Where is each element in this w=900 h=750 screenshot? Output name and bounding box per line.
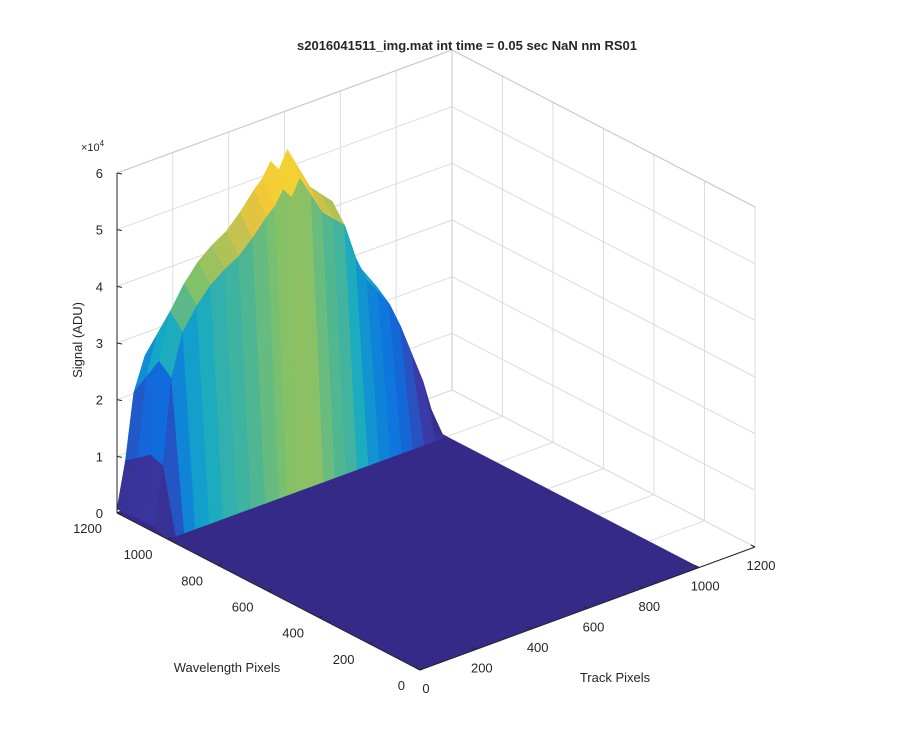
y-tick: [369, 641, 374, 645]
z-tick-label: 3: [96, 336, 103, 351]
z-tick: [116, 512, 123, 515]
grid-line: [451, 162, 756, 321]
grid-line: [451, 219, 756, 378]
y-tick-label: 1200: [73, 521, 102, 536]
axes: [116, 172, 756, 671]
z-tick-label: 5: [96, 223, 103, 238]
x-tick: [527, 626, 532, 630]
y-tick: [419, 667, 425, 671]
y-tick: [268, 589, 273, 592]
grid-line: [451, 332, 756, 491]
z-tick-label: 2: [96, 393, 103, 408]
box-edge: [116, 49, 453, 174]
x-tick-label: 600: [583, 620, 605, 635]
x-tick-label: 400: [527, 640, 549, 655]
z-tick: [116, 229, 123, 232]
surface-patch: [431, 409, 448, 439]
chart-title: s2016041511_img.mat int time = 0.05 sec …: [297, 38, 637, 53]
z-tick: [116, 172, 123, 175]
z-tick: [116, 285, 123, 288]
tick-labels: 0123456020040060080010001200020040060080…: [73, 166, 775, 696]
y-tick: [116, 510, 122, 514]
grid-line: [451, 106, 756, 265]
z-exponent-label: ×104: [81, 139, 105, 154]
y-tick-label: 800: [181, 573, 203, 588]
z-axis-label: Signal (ADU): [70, 302, 85, 378]
y-tick-label: 1000: [124, 547, 153, 562]
y-axis-label: Wavelength Pixels: [174, 660, 281, 675]
x-tick-label: 1200: [747, 558, 776, 573]
y-tick-label: 400: [282, 626, 304, 641]
box-edge: [451, 49, 756, 208]
x-tick: [694, 565, 700, 568]
grid-line: [451, 276, 756, 435]
x-axis-label: Track Pixels: [580, 670, 651, 685]
z-tick: [116, 455, 123, 458]
z-tick-label: 4: [96, 279, 103, 294]
y-tick: [217, 562, 223, 566]
x-tick: [471, 647, 477, 650]
y-tick: [318, 615, 324, 619]
z-tick: [116, 342, 123, 345]
z-tick: [116, 399, 123, 402]
y-tick-label: 0: [398, 678, 405, 693]
y-tick-label: 600: [232, 600, 254, 615]
x-tick-label: 800: [638, 599, 660, 614]
x-tick-label: 0: [422, 681, 429, 696]
z-tick-label: 6: [96, 166, 103, 181]
x-tick: [750, 544, 756, 548]
z-tick-label: 0: [96, 506, 103, 521]
y-tick-label: 200: [333, 652, 355, 667]
x-tick: [639, 585, 644, 589]
z-tick-label: 1: [96, 449, 103, 464]
y-tick: [167, 536, 172, 540]
signal-surface: [116, 149, 700, 671]
x-tick: [415, 667, 421, 671]
x-tick: [583, 606, 588, 609]
x-tick-label: 200: [471, 661, 493, 676]
x-tick-label: 1000: [691, 579, 720, 594]
